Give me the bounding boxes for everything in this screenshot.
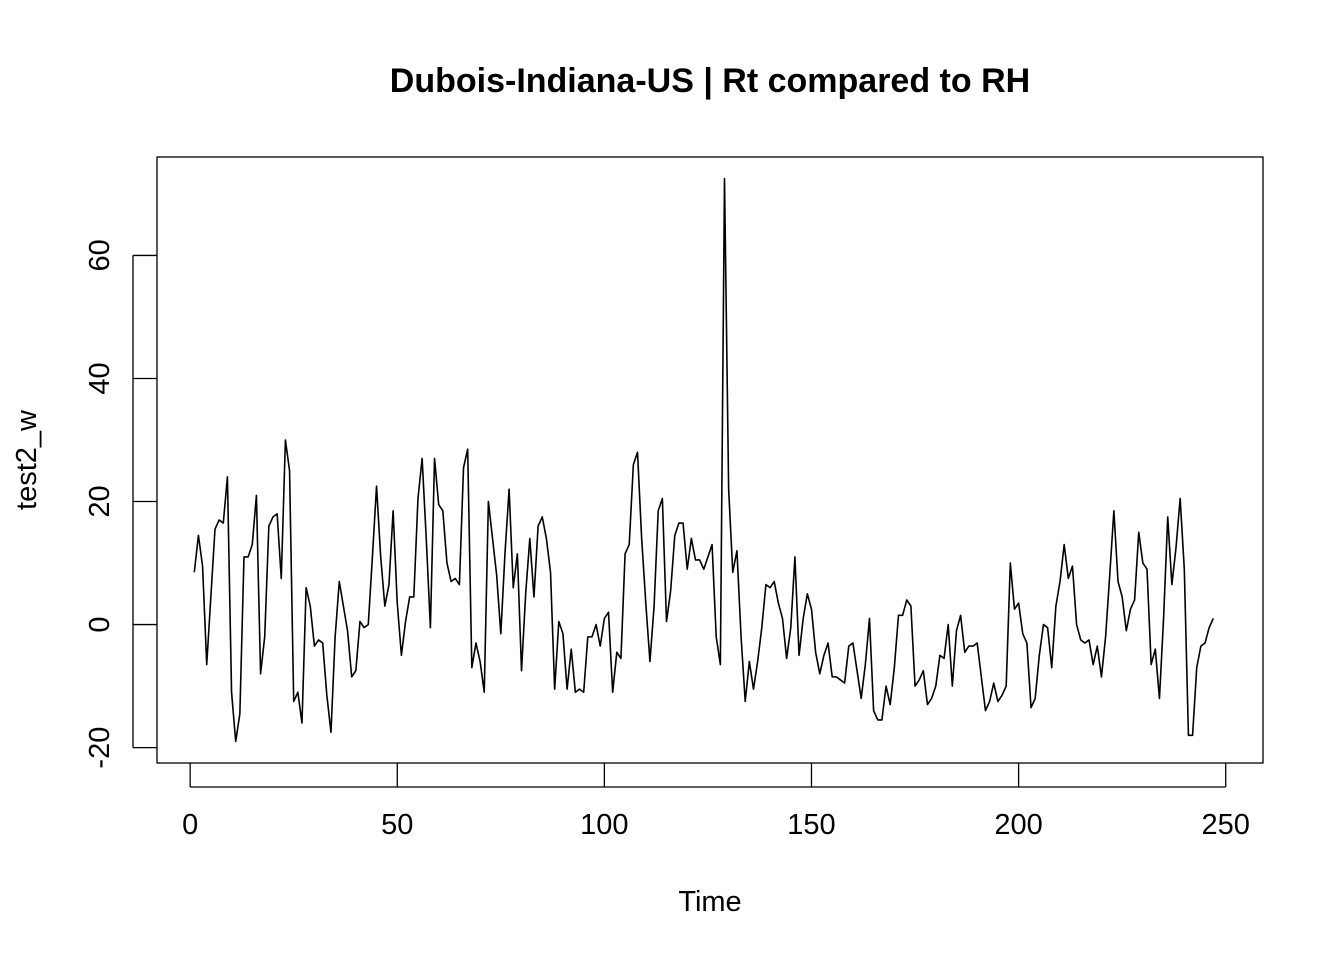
x-tick-label: 50 [381,809,413,841]
y-tick-label: 60 [84,239,116,271]
x-axis: 0 50 100 150 200 250 [182,763,1250,841]
x-tick-label: 200 [994,809,1042,841]
x-tick-label: 0 [182,809,198,841]
series-line [193,177,1215,743]
x-axis-label: Time [678,886,741,918]
x-tick-label: 250 [1202,809,1250,841]
y-tick-label: 20 [84,485,116,517]
chart-title: Dubois-Indiana-US | Rt compared to RH [390,62,1030,100]
plot-area-frame [156,156,1264,764]
y-tick-label: -20 [84,727,116,769]
y-axis-label: test2_w [11,409,43,510]
y-axis: -20 0 20 40 60 [84,239,157,769]
y-tick-label: 40 [84,362,116,394]
x-tick-label: 150 [787,809,835,841]
y-tick-label: 0 [84,617,116,633]
x-tick-label: 100 [580,809,628,841]
